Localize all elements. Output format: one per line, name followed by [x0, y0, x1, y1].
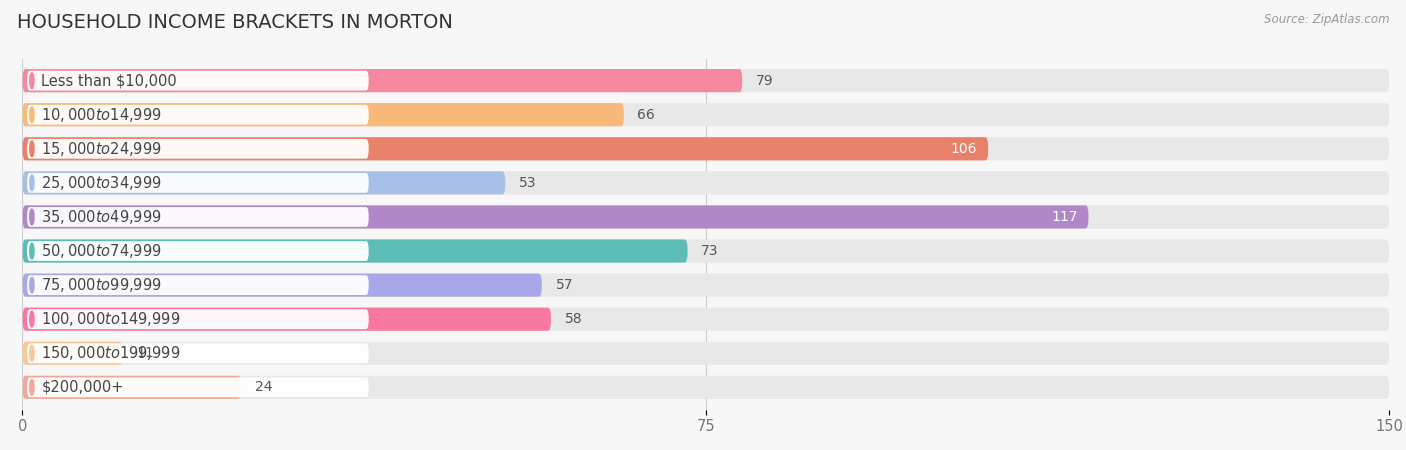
- Text: $200,000+: $200,000+: [41, 380, 124, 395]
- Text: $150,000 to $199,999: $150,000 to $199,999: [41, 344, 181, 362]
- FancyBboxPatch shape: [22, 239, 688, 263]
- Text: 53: 53: [519, 176, 537, 190]
- Circle shape: [30, 243, 34, 259]
- Text: 58: 58: [565, 312, 582, 326]
- Circle shape: [30, 311, 34, 327]
- Text: $25,000 to $34,999: $25,000 to $34,999: [41, 174, 162, 192]
- FancyBboxPatch shape: [22, 69, 742, 92]
- FancyBboxPatch shape: [22, 69, 1389, 92]
- Text: 117: 117: [1052, 210, 1077, 224]
- FancyBboxPatch shape: [27, 71, 368, 90]
- FancyBboxPatch shape: [22, 239, 1389, 263]
- Text: 11: 11: [136, 346, 155, 360]
- FancyBboxPatch shape: [22, 376, 242, 399]
- Circle shape: [30, 277, 34, 293]
- FancyBboxPatch shape: [22, 274, 541, 297]
- FancyBboxPatch shape: [27, 139, 368, 159]
- FancyBboxPatch shape: [27, 105, 368, 125]
- Text: HOUSEHOLD INCOME BRACKETS IN MORTON: HOUSEHOLD INCOME BRACKETS IN MORTON: [17, 14, 453, 32]
- FancyBboxPatch shape: [27, 241, 368, 261]
- FancyBboxPatch shape: [22, 376, 1389, 399]
- Text: $50,000 to $74,999: $50,000 to $74,999: [41, 242, 162, 260]
- FancyBboxPatch shape: [22, 137, 1389, 160]
- Circle shape: [30, 379, 34, 395]
- Text: 79: 79: [756, 74, 773, 88]
- Text: 24: 24: [254, 380, 273, 394]
- Text: $75,000 to $99,999: $75,000 to $99,999: [41, 276, 162, 294]
- Circle shape: [30, 175, 34, 191]
- Circle shape: [30, 73, 34, 89]
- FancyBboxPatch shape: [27, 275, 368, 295]
- FancyBboxPatch shape: [27, 343, 368, 363]
- Text: Source: ZipAtlas.com: Source: ZipAtlas.com: [1264, 14, 1389, 27]
- FancyBboxPatch shape: [22, 205, 1389, 229]
- Text: $35,000 to $49,999: $35,000 to $49,999: [41, 208, 162, 226]
- Circle shape: [30, 345, 34, 361]
- FancyBboxPatch shape: [22, 342, 1389, 365]
- FancyBboxPatch shape: [22, 103, 1389, 126]
- Circle shape: [30, 107, 34, 123]
- FancyBboxPatch shape: [27, 173, 368, 193]
- Circle shape: [30, 209, 34, 225]
- FancyBboxPatch shape: [22, 308, 1389, 331]
- FancyBboxPatch shape: [22, 103, 624, 126]
- FancyBboxPatch shape: [22, 205, 1088, 229]
- Text: $15,000 to $24,999: $15,000 to $24,999: [41, 140, 162, 158]
- Text: 57: 57: [555, 278, 574, 292]
- Text: Less than $10,000: Less than $10,000: [41, 73, 177, 88]
- Text: 73: 73: [702, 244, 718, 258]
- Text: $10,000 to $14,999: $10,000 to $14,999: [41, 106, 162, 124]
- Circle shape: [30, 141, 34, 157]
- FancyBboxPatch shape: [27, 309, 368, 329]
- FancyBboxPatch shape: [22, 137, 988, 160]
- FancyBboxPatch shape: [22, 274, 1389, 297]
- Text: 66: 66: [637, 108, 655, 122]
- Text: 106: 106: [950, 142, 977, 156]
- FancyBboxPatch shape: [22, 308, 551, 331]
- FancyBboxPatch shape: [27, 207, 368, 227]
- FancyBboxPatch shape: [22, 171, 505, 194]
- FancyBboxPatch shape: [27, 378, 368, 397]
- Text: $100,000 to $149,999: $100,000 to $149,999: [41, 310, 181, 328]
- FancyBboxPatch shape: [22, 171, 1389, 194]
- FancyBboxPatch shape: [22, 342, 122, 365]
